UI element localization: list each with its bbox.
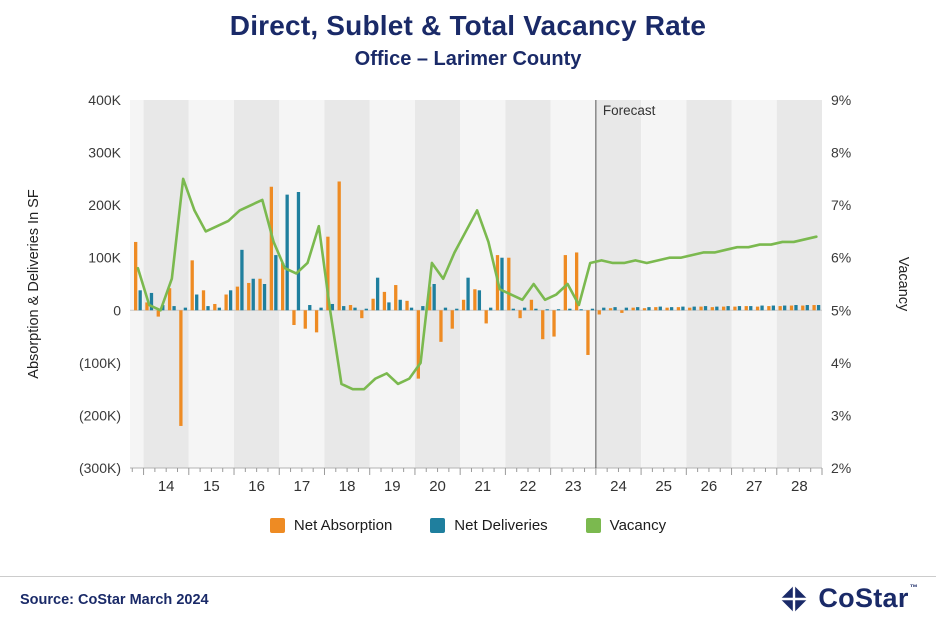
axis-tick-label: 20 (429, 478, 446, 495)
legend-label: Net Absorption (293, 517, 393, 534)
axis-tick-label: 300K (88, 145, 121, 161)
axis-tick-label: 19 (384, 478, 401, 495)
net-absorption-bars (134, 181, 816, 426)
legend-label: Net Deliveries (454, 517, 548, 534)
axis-tick-label: 16 (248, 478, 265, 495)
page-subtitle: Office – Larimer County (354, 48, 582, 70)
x-axis-labels: 14 15 16 17 18 19 20 21 22 23 24 25 26 27 28 (158, 478, 808, 495)
axis-tick-label: 8% (831, 145, 851, 161)
legend-label: Vacancy (609, 517, 667, 534)
legend-item-net-deliveries: Net Deliveries (430, 517, 548, 534)
costar-logo: CoStar™ (779, 583, 918, 614)
axis-tick-label: (100K) (79, 355, 121, 371)
combo-chart: 400K 300K 200K 100K 0 (100K) (200K) (300K) 9% 8% 7… (79, 92, 851, 495)
trademark-symbol: ™ (909, 583, 918, 592)
axis-tick-label: 25 (655, 478, 672, 495)
axis-tick-label: 21 (474, 478, 491, 495)
legend-item-net-absorption: Net Absorption (269, 517, 393, 534)
axis-tick-label: 4% (831, 355, 851, 371)
net-deliveries-bars (138, 192, 821, 311)
source-text: Source: CoStar March 2024 (20, 592, 209, 608)
axis-tick-label: 9% (831, 92, 851, 108)
axis-tick-label: Forecast (603, 103, 656, 118)
axis-tick-label: 2% (831, 460, 851, 476)
axis-tick-label: 28 (791, 478, 808, 495)
vacancy-line (136, 177, 818, 391)
axis-tick-label: 3% (831, 407, 851, 423)
page-title: Direct, Sublet & Total Vacancy Rate (229, 10, 707, 41)
axis-tick-label: 17 (294, 478, 311, 495)
vacancy-swatch-icon (585, 518, 601, 533)
axis-tick-label: 100K (88, 250, 121, 266)
legend-item-vacancy: Vacancy (585, 517, 667, 534)
axis-tick-label: 15 (203, 478, 220, 495)
axis-tick-label: 27 (746, 478, 763, 495)
axis-tick-label: 400K (88, 92, 121, 108)
axis-tick-label: 14 (158, 478, 175, 495)
axis-tick-label: 18 (339, 478, 356, 495)
axis-tick-label: 5% (831, 302, 851, 318)
net-deliveries-swatch-icon (430, 518, 446, 533)
net-absorption-swatch-icon (269, 518, 285, 533)
axis-tick-label: (300K) (79, 460, 121, 476)
chart-legend: Net Absorption Net Deliveries Vacancy (0, 517, 936, 534)
axis-tick-label: (200K) (79, 407, 121, 423)
axis-tick-label: 26 (701, 478, 718, 495)
costar-logo-icon (780, 585, 808, 612)
axis-tick-label: 24 (610, 478, 627, 495)
axis-tick-label: 200K (88, 197, 121, 213)
x-axis-minor-ticks (131, 468, 823, 475)
year-bands (130, 100, 822, 468)
footer-divider (0, 576, 936, 577)
axis-tick-label: 23 (565, 478, 582, 495)
axis-tick-label: 7% (831, 197, 851, 213)
y-axis-ticks: 400K 300K 200K 100K 0 (100K) (200K) (300K) 9% 8% 7… (79, 92, 851, 476)
axis-tick-label: 0 (113, 302, 121, 318)
axis-tick-label: 22 (520, 478, 537, 495)
costar-logo-text: CoStar™ (818, 583, 918, 613)
axis-tick-label: 6% (831, 250, 851, 266)
